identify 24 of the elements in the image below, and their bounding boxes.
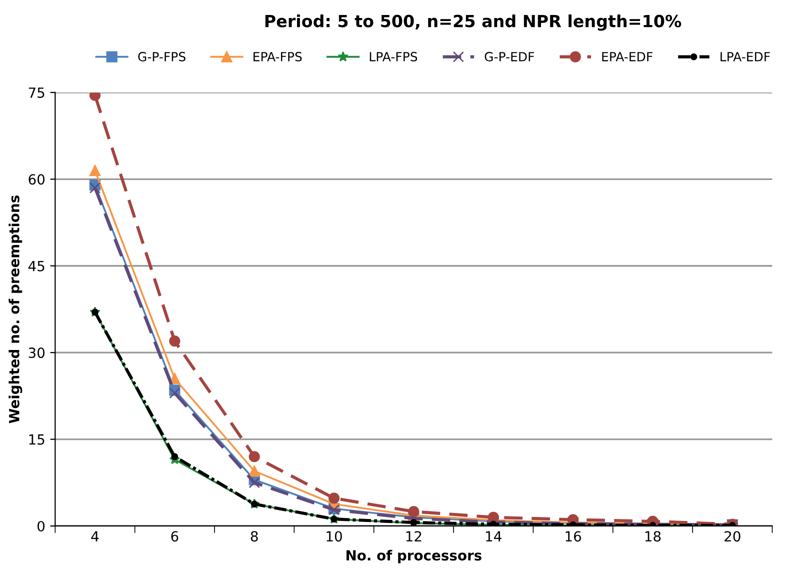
legend-label: G-P-FPS <box>138 52 186 62</box>
legend-label: LPA-EDF <box>720 52 770 62</box>
x-tick-label: 6 <box>171 531 178 542</box>
chart-title: Period: 5 to 500, n=25 and NPR length=10% <box>265 14 682 31</box>
x-tick-label: 20 <box>724 531 740 542</box>
x-tick-label: 8 <box>250 531 258 542</box>
x-tick-label: 4 <box>91 531 99 542</box>
x-tick-label: 16 <box>566 531 582 542</box>
legend-label: EPA-EDF <box>602 52 652 62</box>
x-tick-label: 10 <box>326 531 342 542</box>
y-tick-label: 60 <box>28 174 45 185</box>
legend-label: LPA-FPS <box>370 52 418 62</box>
legend-label: G-P-EDF <box>484 52 534 62</box>
y-tick-label: 0 <box>38 520 45 532</box>
y-axis-title: Weighted no. of preemptions <box>8 196 22 424</box>
x-tick-label: 14 <box>486 531 502 542</box>
y-tick-label: 30 <box>28 348 45 358</box>
legend-label: EPA-FPS <box>254 52 302 62</box>
y-tick-label: 45 <box>28 261 44 272</box>
x-tick-label: 12 <box>406 531 422 542</box>
x-axis-title: No. of processors <box>346 550 482 564</box>
x-tick-label: 18 <box>645 531 661 542</box>
y-tick-label: 15 <box>29 434 44 445</box>
y-tick-label: 75 <box>28 88 44 98</box>
